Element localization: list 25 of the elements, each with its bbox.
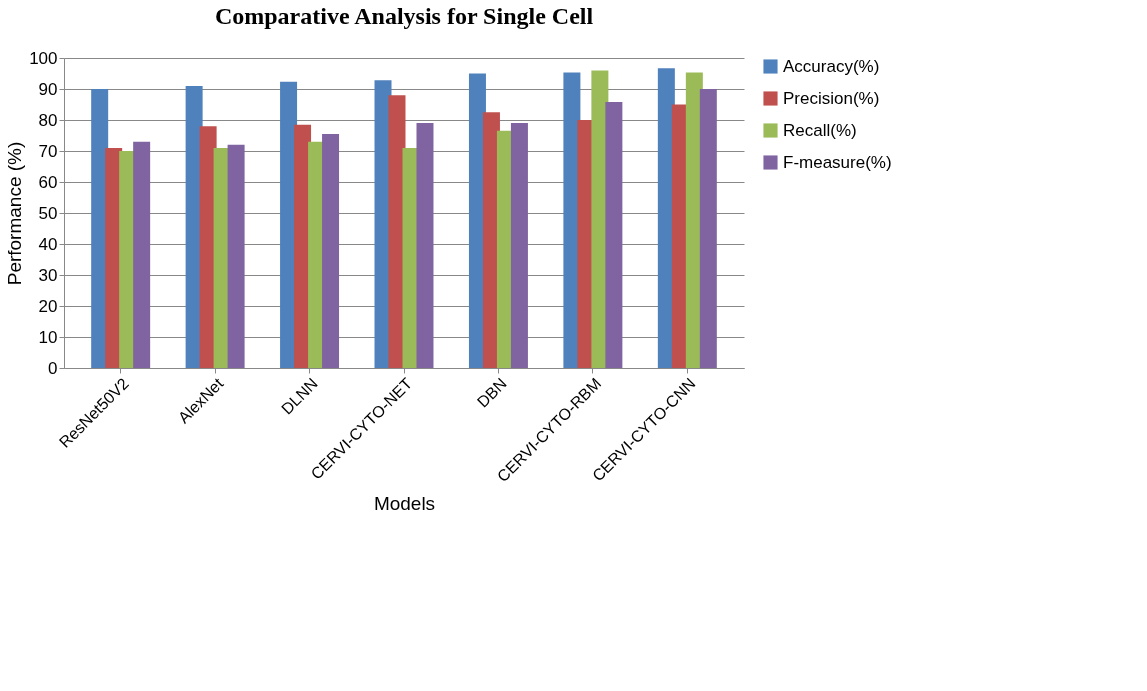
y-tick-label: 10 <box>38 327 58 347</box>
y-tick-label: 80 <box>38 110 58 130</box>
bar <box>322 133 340 368</box>
y-axis-title: Performance (%) <box>4 141 26 286</box>
bar <box>227 144 245 368</box>
y-tick-label: 30 <box>38 265 58 285</box>
y-tick-label: 0 <box>48 358 58 378</box>
bar <box>605 102 623 368</box>
bar <box>416 123 434 368</box>
bar <box>133 141 151 368</box>
y-tick-label: 40 <box>38 234 58 254</box>
legend-label: F-measure(%) <box>783 152 892 172</box>
y-tick-label: 70 <box>38 141 58 161</box>
legend-label: Precision(%) <box>783 88 880 108</box>
bar <box>699 89 717 368</box>
legend-label: Accuracy(%) <box>783 56 880 76</box>
y-tick-label: 60 <box>38 172 58 192</box>
y-tick-label: 50 <box>38 203 58 223</box>
y-tick-label: 20 <box>38 296 58 316</box>
x-axis-title: Models <box>373 493 436 515</box>
y-tick-label: 100 <box>29 48 58 68</box>
y-tick-label: 90 <box>38 79 58 99</box>
chart-title: Comparative Analysis for Single Cell <box>214 3 594 29</box>
bar <box>510 123 528 368</box>
legend-label: Recall(%) <box>783 120 857 140</box>
